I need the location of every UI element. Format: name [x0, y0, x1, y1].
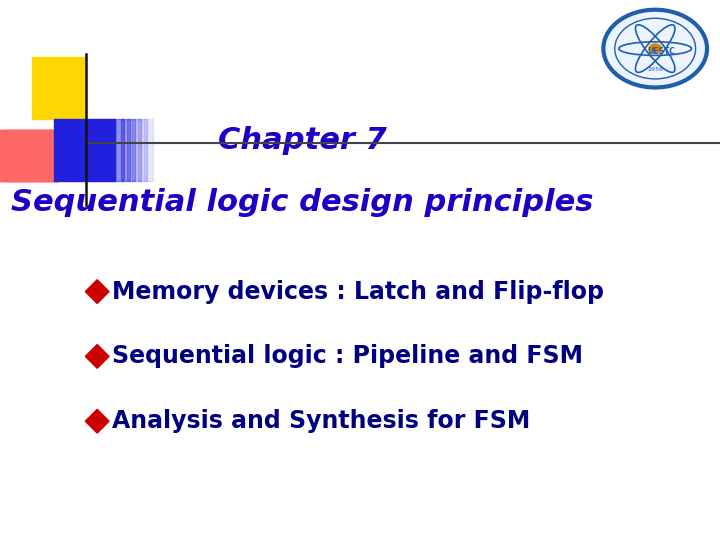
Text: 1956: 1956 [647, 68, 663, 72]
Bar [138, 119, 147, 181]
Bar [0, 130, 58, 181]
Text: Analysis and Synthesis for FSM: Analysis and Synthesis for FSM [112, 409, 530, 433]
Bar [121, 119, 130, 181]
Circle shape [605, 11, 706, 86]
Bar [0, 130, 58, 181]
Bar [144, 119, 153, 181]
Bar [127, 119, 135, 181]
Bar [0, 130, 58, 181]
Bar [4, 130, 58, 181]
Polygon shape [86, 280, 109, 303]
Bar [0, 130, 58, 181]
Text: Sequential logic : Pipeline and FSM: Sequential logic : Pipeline and FSM [112, 345, 582, 368]
Text: Memory devices : Latch and Flip-flop: Memory devices : Latch and Flip-flop [112, 280, 603, 303]
Bar [132, 119, 141, 181]
Text: Sequential logic design principles: Sequential logic design principles [12, 188, 593, 217]
Bar [32, 57, 86, 119]
Text: Chapter 7: Chapter 7 [218, 126, 387, 155]
Bar [0, 130, 58, 181]
Bar [115, 119, 124, 181]
Bar [7, 130, 58, 181]
Polygon shape [86, 345, 109, 368]
Polygon shape [86, 409, 109, 433]
Circle shape [649, 44, 662, 53]
Bar [54, 119, 115, 181]
Text: UESTC: UESTC [647, 47, 675, 56]
Bar [0, 130, 58, 181]
